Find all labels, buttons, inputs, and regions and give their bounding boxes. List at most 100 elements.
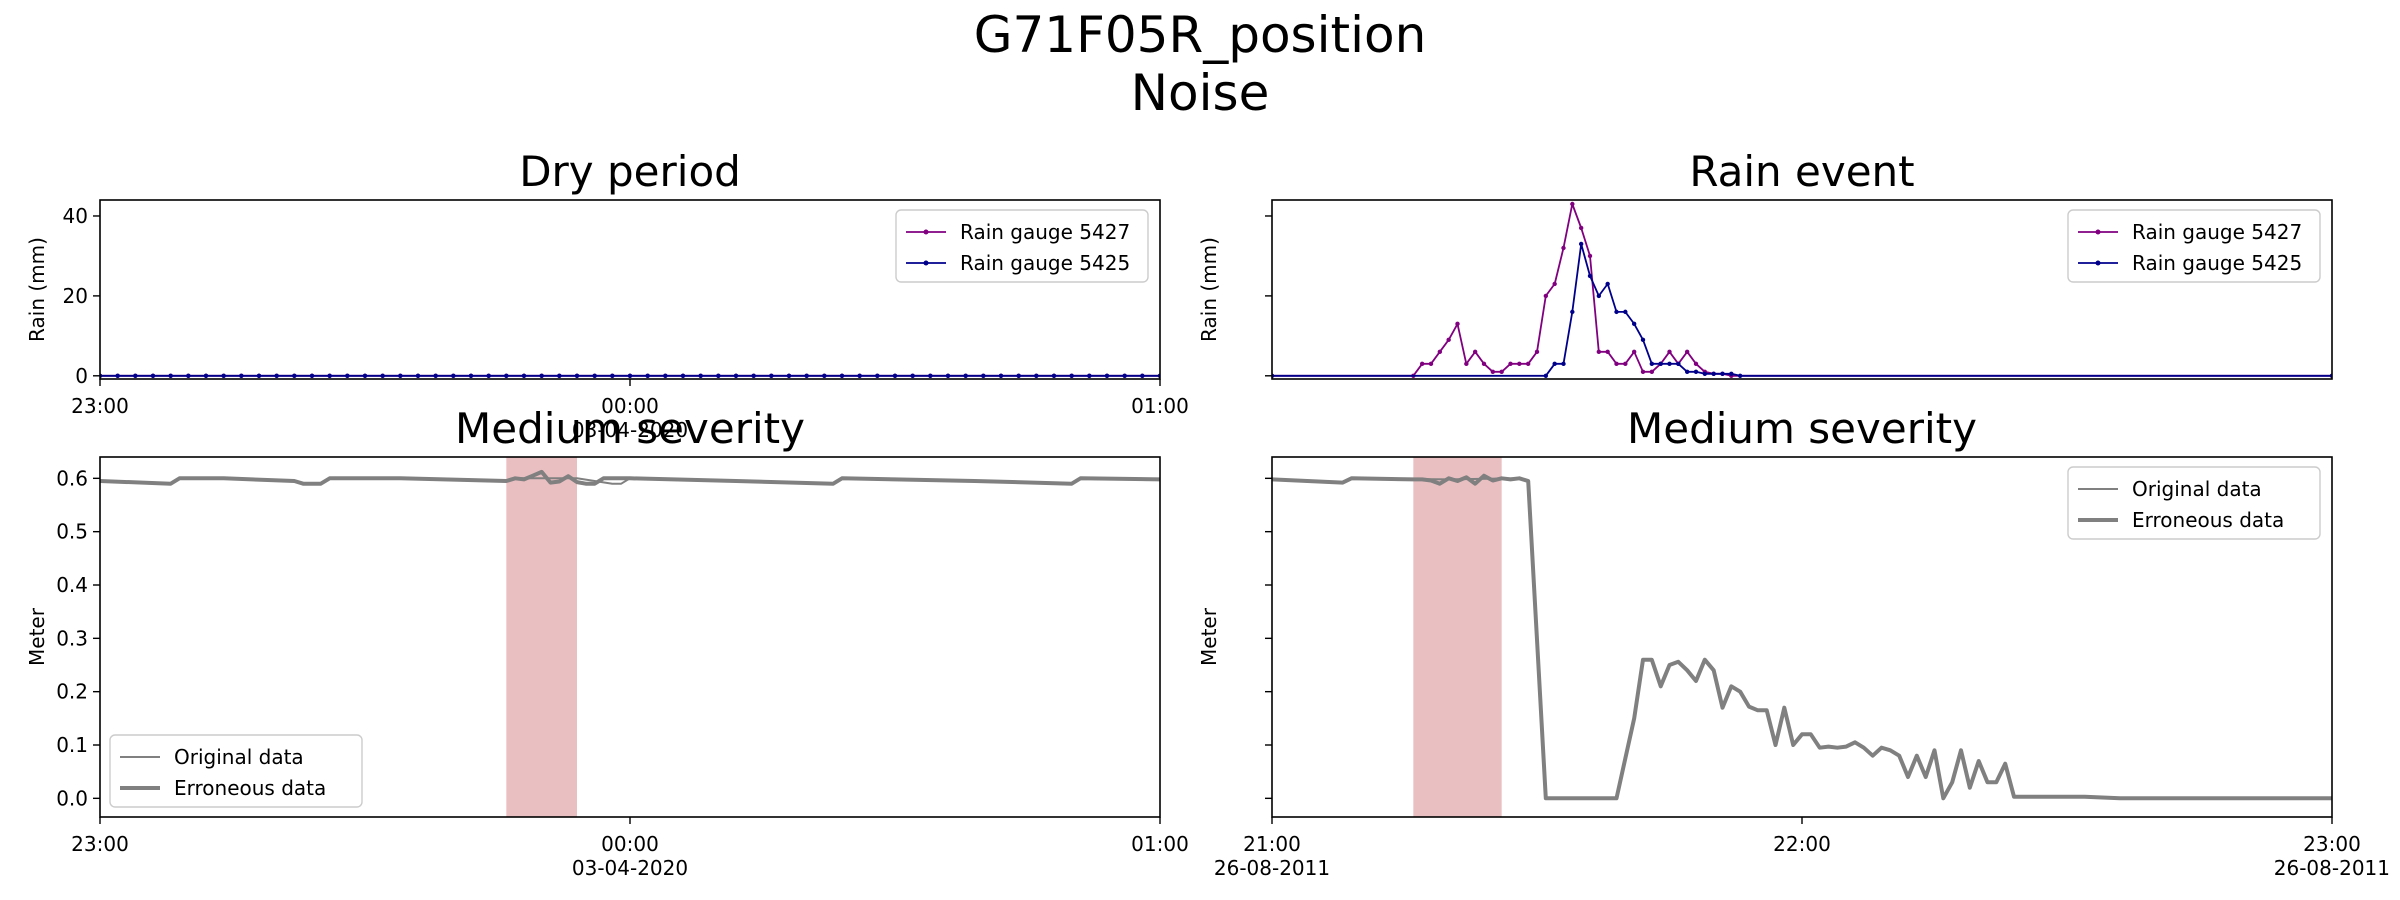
series-marker xyxy=(610,373,615,379)
series-marker xyxy=(892,373,898,379)
legend-label: Erroneous data xyxy=(2132,508,2284,532)
series-marker xyxy=(1623,309,1628,315)
series-marker xyxy=(928,373,933,379)
series-marker xyxy=(539,373,544,379)
series-marker xyxy=(486,373,491,379)
panel-title: Rain event xyxy=(1689,147,1914,196)
series-marker xyxy=(751,373,756,379)
legend-label: Rain gauge 5427 xyxy=(2132,220,2302,244)
series-marker xyxy=(1490,369,1496,375)
legend-label: Rain gauge 5427 xyxy=(960,220,1130,244)
series-marker xyxy=(1104,373,1110,379)
legend: Original data Erroneous data xyxy=(109,734,363,808)
series-marker xyxy=(415,373,421,379)
panel-title: Medium severity xyxy=(1627,404,1977,453)
legend-marker xyxy=(923,229,929,235)
legend-label: Erroneous data xyxy=(174,776,326,800)
x-tick-date-label: 26-08-2011 xyxy=(2274,856,2390,880)
series-marker xyxy=(309,373,315,379)
y-tick-label: 0.4 xyxy=(56,573,88,597)
series-marker xyxy=(557,373,562,379)
series-marker xyxy=(1561,245,1566,251)
legend: Rain gauge 5427 Rain gauge 5425 xyxy=(2067,209,2321,283)
series-marker xyxy=(1676,361,1681,367)
series-marker xyxy=(327,373,332,379)
series-marker xyxy=(910,373,915,379)
y-tick-label: 20 xyxy=(63,284,88,308)
series-marker xyxy=(786,373,792,379)
y-axis-label: Rain (mm) xyxy=(1197,237,1221,342)
series-marker xyxy=(1658,361,1663,367)
legend-box xyxy=(2067,466,2321,540)
series-marker xyxy=(1587,273,1593,279)
series-marker xyxy=(1034,373,1039,379)
series-line xyxy=(1272,473,2332,801)
x-tick-label: 00:00 xyxy=(601,394,659,418)
series-marker xyxy=(1667,349,1672,355)
y-tick-label: 0.1 xyxy=(56,733,88,757)
series-marker xyxy=(592,373,597,379)
panel-title: Medium severity xyxy=(455,404,805,453)
series-marker xyxy=(1428,361,1434,367)
series-marker xyxy=(521,373,527,379)
series-marker xyxy=(1614,309,1619,315)
series-marker xyxy=(1631,321,1637,327)
x-tick-label: 00:00 xyxy=(601,832,659,856)
series-marker xyxy=(1596,349,1602,355)
highlight-span xyxy=(506,457,577,817)
series-marker xyxy=(256,373,262,379)
series-line xyxy=(100,469,1160,486)
legend-box xyxy=(895,209,1149,283)
series-marker xyxy=(1561,361,1566,367)
x-tick-label: 23:00 xyxy=(2303,832,2361,856)
chart-panel-1: Dry period Rain (mm) 0 20 40 23:00 00:0003-04-… xyxy=(25,147,1189,442)
series-marker xyxy=(804,373,809,379)
legend: Original data Erroneous data xyxy=(2067,466,2321,540)
series-marker xyxy=(1517,361,1522,367)
series-marker xyxy=(433,373,438,379)
series-group xyxy=(1272,201,2332,379)
series-group xyxy=(100,373,1160,379)
series-marker xyxy=(963,373,968,379)
series-marker xyxy=(203,373,209,379)
series-marker xyxy=(1649,369,1655,375)
series-marker xyxy=(1623,361,1628,367)
series-marker xyxy=(1525,361,1531,367)
highlight-span xyxy=(1413,457,1502,817)
series-marker xyxy=(1016,373,1021,379)
x-tick-label: 01:00 xyxy=(1131,832,1189,856)
series-marker xyxy=(398,373,403,379)
series-marker xyxy=(627,373,633,379)
chart-panel-3: Medium severity Meter 0.0 0.1 0.2 0.3 0.4 0.5 0.… xyxy=(25,404,1189,880)
series-group xyxy=(100,469,1160,486)
series-marker xyxy=(680,373,686,379)
series-marker xyxy=(1720,371,1725,377)
series-marker xyxy=(1087,373,1092,379)
y-tick-label: 0.3 xyxy=(56,626,88,650)
series-marker xyxy=(1570,309,1575,315)
series-marker xyxy=(1605,349,1610,355)
series-marker xyxy=(1140,373,1145,379)
series-marker xyxy=(1446,337,1451,343)
series-marker xyxy=(221,373,226,379)
series-marker xyxy=(1419,361,1425,367)
series-group xyxy=(1272,473,2332,801)
series-marker xyxy=(1543,373,1549,379)
y-tick-label: 0.2 xyxy=(56,680,88,704)
series-marker xyxy=(1051,373,1057,379)
series-marker xyxy=(1640,369,1646,375)
x-tick-label: 21:00 xyxy=(1243,832,1301,856)
legend: Rain gauge 5427 Rain gauge 5425 xyxy=(895,209,1149,283)
series-marker xyxy=(769,373,774,379)
x-tick-date-label: 03-04-2020 xyxy=(572,418,688,442)
series-marker xyxy=(716,373,721,379)
legend-box xyxy=(2067,209,2321,283)
x-tick-date-label: 03-04-2020 xyxy=(572,856,688,880)
series-marker xyxy=(1543,293,1549,299)
series-marker xyxy=(1481,361,1487,367)
series-marker xyxy=(1631,349,1637,355)
series-marker xyxy=(345,373,350,379)
legend-label: Original data xyxy=(2132,477,2262,501)
